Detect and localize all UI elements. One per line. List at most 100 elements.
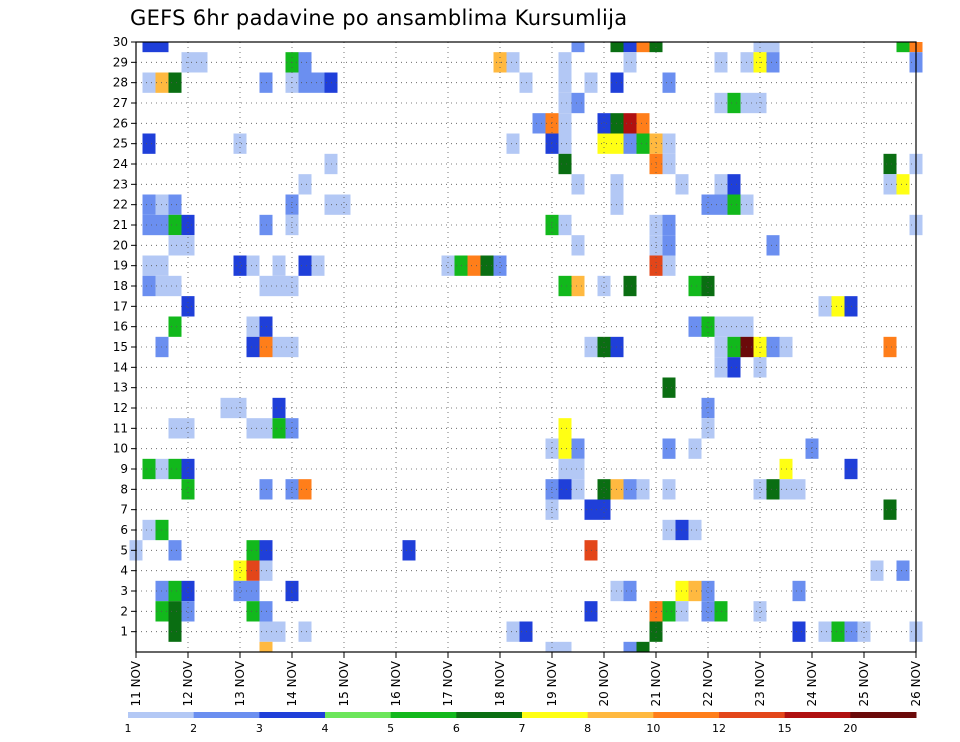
heatmap-cell: [701, 316, 715, 337]
heatmap-cell: [766, 42, 780, 53]
heatmap-cell: [558, 113, 572, 134]
heatmap-cell: [168, 214, 182, 236]
heatmap-cell: [298, 52, 312, 73]
heatmap-cell: [662, 377, 676, 398]
heatmap-cell: [246, 540, 260, 561]
heatmap-cell: [168, 235, 182, 256]
heatmap-cell: [623, 52, 637, 73]
heatmap-cell: [168, 540, 182, 561]
heatmap-cell: [662, 519, 676, 541]
heatmap-cell: [571, 174, 585, 195]
legend-swatch: [587, 712, 654, 718]
heatmap-cell: [896, 42, 910, 53]
legend-label: 6: [453, 722, 460, 735]
heatmap-cell: [493, 255, 507, 276]
heatmap-cell: [168, 601, 182, 622]
y-tick-label: 27: [113, 96, 128, 110]
heatmap-cell: [272, 418, 286, 439]
heatmap-cell: [142, 133, 156, 154]
y-tick-label: 11: [113, 421, 128, 435]
y-tick-label: 12: [113, 401, 128, 415]
heatmap-cell: [545, 641, 559, 652]
heatmap-cell: [272, 621, 286, 642]
heatmap-cell: [688, 316, 702, 337]
heatmap-cell: [727, 336, 741, 358]
color-legend: 1 2 3 4 5 6 7 8 10 12 15 20: [125, 712, 917, 735]
heatmap-cell: [818, 621, 832, 642]
heatmap-cell: [688, 275, 702, 297]
heatmap-cell: [558, 133, 572, 154]
y-tick-label: 30: [113, 35, 128, 49]
x-tick-label: 16 NOV: [389, 660, 403, 706]
heatmap-cell: [662, 235, 676, 256]
heatmap-cell: [571, 438, 585, 459]
legend-label: 5: [387, 722, 394, 735]
y-tick-label: 18: [113, 279, 128, 293]
heatmap-cell: [168, 621, 182, 642]
heatmap-cell: [701, 418, 715, 439]
heatmap-cell: [259, 641, 273, 652]
y-tick-label: 13: [113, 381, 128, 395]
heatmap-cell: [571, 458, 585, 480]
heatmap-cell: [623, 641, 637, 652]
heatmap-cell: [558, 72, 572, 93]
heatmap-cell: [727, 316, 741, 337]
x-tick-label: 22 NOV: [701, 660, 715, 706]
heatmap-cell: [662, 72, 676, 93]
y-tick-label: 23: [113, 177, 128, 191]
x-tick-label: 13 NOV: [233, 660, 247, 706]
heatmap-cell: [727, 92, 741, 114]
y-tick-label: 9: [120, 462, 128, 476]
heatmap-cell: [857, 621, 871, 642]
y-tick-label: 6: [120, 523, 128, 537]
heatmap-cell: [636, 133, 650, 154]
heatmap-cell: [311, 72, 325, 93]
heatmap-cell: [623, 479, 637, 500]
heatmap-cell: [662, 153, 676, 175]
heatmap-cell: [402, 540, 416, 561]
legend-label: 7: [519, 722, 526, 735]
legend-swatch: [850, 712, 917, 718]
y-tick-label: 8: [120, 482, 128, 496]
heatmap-cell: [181, 235, 195, 256]
heatmap-cell: [233, 580, 247, 602]
legend-label: 20: [843, 722, 857, 735]
heatmap-cell: [662, 601, 676, 622]
heatmap-cell: [441, 255, 455, 276]
legend-label: 15: [778, 722, 792, 735]
x-axis-ticks: 11 NOV 12 NOV 13 NOV 14 NOV 15 NOV 16 NOV 17 N…: [129, 652, 923, 707]
y-tick-label: 22: [113, 198, 128, 212]
legend-swatch: [784, 712, 851, 718]
heatmap-cell: [181, 214, 195, 236]
heatmap-cell: [181, 296, 195, 317]
y-tick-label: 29: [113, 55, 128, 69]
heatmap-cell: [298, 174, 312, 195]
heatmap-cell: [792, 479, 806, 500]
heatmap-cell: [688, 438, 702, 459]
x-tick-label: 17 NOV: [441, 660, 455, 706]
heatmap-cell: [558, 418, 572, 439]
y-tick-label: 21: [113, 218, 128, 232]
heatmap-cell: [181, 479, 195, 500]
heatmap-cell: [766, 52, 780, 73]
y-tick-label: 1: [120, 625, 128, 639]
heatmap-cell: [506, 621, 520, 642]
heatmap-cell: [831, 621, 845, 642]
heatmap-cell: [272, 255, 286, 276]
chart-title: GEFS 6hr padavine po ansamblima Kursumli…: [130, 6, 628, 30]
heatmap-cell: [246, 601, 260, 622]
heatmap-cell: [883, 336, 897, 358]
y-tick-label: 2: [120, 604, 128, 618]
heatmap-cell: [883, 499, 897, 520]
legend-swatch: [719, 712, 786, 718]
heatmap-cell: [883, 174, 897, 195]
heatmap-cell: [142, 214, 156, 236]
heatmap-cell: [246, 336, 260, 358]
heatmap-cell: [753, 479, 767, 500]
heatmap-cell: [623, 580, 637, 602]
heatmap-cell: [233, 133, 247, 154]
heatmap-cell: [558, 153, 572, 175]
heatmap-cell: [818, 296, 832, 317]
y-tick-label: 28: [113, 76, 128, 90]
